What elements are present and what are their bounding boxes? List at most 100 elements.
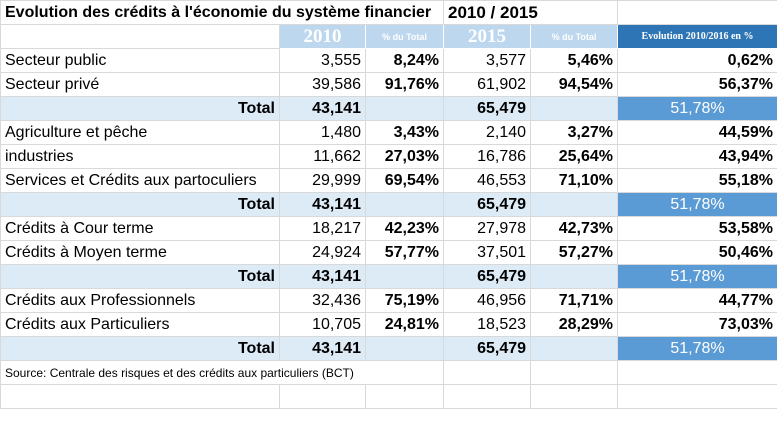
row-label[interactable]: Secteur privé [0, 72, 280, 97]
pct-2010[interactable]: 75,19% [364, 288, 445, 313]
total-2010[interactable]: 43,141 [279, 192, 366, 217]
row-label[interactable]: industries [0, 144, 280, 169]
empty-cell[interactable] [617, 360, 777, 385]
empty-cell[interactable] [279, 384, 366, 409]
total-label[interactable]: Total [0, 264, 280, 289]
empty-cell[interactable] [530, 360, 619, 385]
value-2015[interactable]: 46,553 [443, 168, 532, 193]
empty-cell[interactable] [530, 264, 619, 289]
empty-cell[interactable] [364, 192, 445, 217]
pct-2015[interactable]: 42,73% [530, 216, 619, 241]
total-label[interactable]: Total [0, 192, 280, 217]
total-2010[interactable]: 43,141 [279, 264, 366, 289]
empty-cell[interactable] [364, 96, 445, 121]
total-evolution[interactable]: 51,78% [617, 264, 777, 289]
value-2015[interactable]: 61,902 [443, 72, 532, 97]
value-2010[interactable]: 11,662 [279, 144, 366, 169]
table-row: Services et Crédits aux partoculiers 29,… [0, 168, 777, 193]
pct-2010[interactable]: 42,23% [364, 216, 445, 241]
empty-cell[interactable] [443, 360, 532, 385]
pct-2010[interactable]: 57,77% [364, 240, 445, 265]
pct-2015[interactable]: 3,27% [530, 120, 619, 145]
total-2015[interactable]: 65,479 [443, 96, 532, 121]
header-pct-2015[interactable]: % du Total [530, 24, 619, 49]
value-2015[interactable]: 2,140 [443, 120, 532, 145]
row-label[interactable]: Secteur public [0, 48, 280, 73]
total-evolution[interactable]: 51,78% [617, 192, 777, 217]
evolution-value[interactable]: 50,46% [617, 240, 777, 265]
value-2015[interactable]: 16,786 [443, 144, 532, 169]
evolution-value[interactable]: 43,94% [617, 144, 777, 169]
total-2015[interactable]: 65,479 [443, 336, 532, 361]
pct-2010[interactable]: 27,03% [364, 144, 445, 169]
value-2010[interactable]: 29,999 [279, 168, 366, 193]
year-range[interactable]: 2010 / 2015 [443, 0, 619, 25]
empty-cell[interactable] [530, 384, 619, 409]
pct-2015[interactable]: 57,27% [530, 240, 619, 265]
value-2015[interactable]: 3,577 [443, 48, 532, 73]
header-blank-cell[interactable] [0, 24, 280, 49]
row-label[interactable]: Crédits aux Particuliers [0, 312, 280, 337]
total-evolution[interactable]: 51,78% [617, 96, 777, 121]
pct-2010[interactable]: 3,43% [364, 120, 445, 145]
evolution-value[interactable]: 44,59% [617, 120, 777, 145]
total-evolution[interactable]: 51,78% [617, 336, 777, 361]
value-2010[interactable]: 39,586 [279, 72, 366, 97]
pct-2015[interactable]: 5,46% [530, 48, 619, 73]
empty-cell[interactable] [364, 264, 445, 289]
header-evolution[interactable]: Evolution 2010/2016 en % [617, 24, 777, 49]
row-label[interactable]: Crédits à Moyen terme [0, 240, 280, 265]
total-label[interactable]: Total [0, 336, 280, 361]
empty-cell[interactable] [530, 192, 619, 217]
evolution-value[interactable]: 56,37% [617, 72, 777, 97]
evolution-value[interactable]: 55,18% [617, 168, 777, 193]
pct-2015[interactable]: 28,29% [530, 312, 619, 337]
empty-cell[interactable] [530, 336, 619, 361]
value-2010[interactable]: 32,436 [279, 288, 366, 313]
pct-2010[interactable]: 8,24% [364, 48, 445, 73]
value-2010[interactable]: 1,480 [279, 120, 366, 145]
value-2010[interactable]: 24,924 [279, 240, 366, 265]
value-2015[interactable]: 37,501 [443, 240, 532, 265]
row-label[interactable]: Crédits aux Professionnels [0, 288, 280, 313]
empty-cell[interactable] [0, 384, 280, 409]
pct-2010[interactable]: 69,54% [364, 168, 445, 193]
table-title[interactable]: Evolution des crédits à l'économie du sy… [0, 0, 445, 25]
evolution-value[interactable]: 53,58% [617, 216, 777, 241]
total-2010[interactable]: 43,141 [279, 336, 366, 361]
pct-2015[interactable]: 71,10% [530, 168, 619, 193]
evolution-value[interactable]: 44,77% [617, 288, 777, 313]
total-2010[interactable]: 43,141 [279, 96, 366, 121]
empty-cell[interactable] [530, 96, 619, 121]
pct-2015[interactable]: 71,71% [530, 288, 619, 313]
empty-cell[interactable] [617, 384, 777, 409]
row-label[interactable]: Agriculture et pêche [0, 120, 280, 145]
empty-cell[interactable] [443, 384, 532, 409]
value-2010[interactable]: 10,705 [279, 312, 366, 337]
pct-2010[interactable]: 91,76% [364, 72, 445, 97]
value-2015[interactable]: 18,523 [443, 312, 532, 337]
value-2015[interactable]: 27,978 [443, 216, 532, 241]
empty-cell[interactable] [617, 0, 777, 25]
total-row: Total 43,141 65,479 51,78% [0, 336, 777, 361]
header-year-2010[interactable]: 2010 [279, 24, 366, 49]
evolution-value[interactable]: 0,62% [617, 48, 777, 73]
value-2015[interactable]: 46,956 [443, 288, 532, 313]
empty-cell[interactable] [364, 384, 445, 409]
row-label[interactable]: Crédits à Cour terme [0, 216, 280, 241]
empty-cell[interactable] [364, 336, 445, 361]
row-label[interactable]: Services et Crédits aux partoculiers [0, 168, 280, 193]
pct-2015[interactable]: 94,54% [530, 72, 619, 97]
pct-2010[interactable]: 24,81% [364, 312, 445, 337]
total-2015[interactable]: 65,479 [443, 264, 532, 289]
total-label[interactable]: Total [0, 96, 280, 121]
total-2015[interactable]: 65,479 [443, 192, 532, 217]
header-year-2015[interactable]: 2015 [443, 24, 532, 49]
value-2010[interactable]: 3,555 [279, 48, 366, 73]
source-note[interactable]: Source: Centrale des risques et des créd… [0, 360, 445, 385]
pct-2015[interactable]: 25,64% [530, 144, 619, 169]
value-2010[interactable]: 18,217 [279, 216, 366, 241]
evolution-value[interactable]: 73,03% [617, 312, 777, 337]
header-pct-2010[interactable]: % du Total [364, 24, 445, 49]
title-row: Evolution des crédits à l'économie du sy… [0, 0, 777, 25]
